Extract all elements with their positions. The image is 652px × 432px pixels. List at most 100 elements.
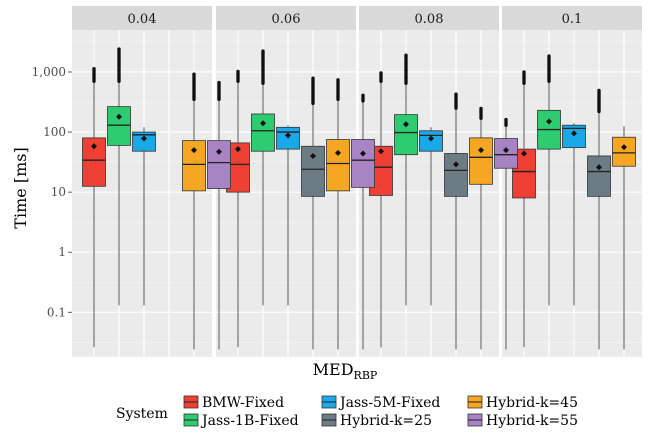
mean-marker xyxy=(521,150,527,157)
x-axis-title-subscript: RBP xyxy=(354,369,378,382)
panel-background xyxy=(216,30,356,357)
box-body xyxy=(394,114,418,156)
mean-marker xyxy=(360,150,366,157)
box-Jass-1B-Fixed-0.04 xyxy=(107,47,131,306)
box-Hybrid-k=45-0.08 xyxy=(469,106,493,350)
box-Hybrid-k=25-0.08 xyxy=(444,92,468,350)
facet-strip-label: 0.08 xyxy=(415,12,444,27)
facet-strip xyxy=(72,6,212,30)
facet-strip xyxy=(359,6,499,30)
box-Hybrid-k=55-0.08 xyxy=(494,117,518,350)
box-body xyxy=(182,140,206,192)
mean-marker xyxy=(428,135,434,142)
outlier-point xyxy=(522,70,526,74)
box-body xyxy=(251,113,275,152)
legend-label: Hybrid-k=25 xyxy=(340,413,432,429)
mean-marker xyxy=(191,147,197,154)
box-Jass-5M-Fixed-0.04 xyxy=(132,127,156,306)
outlier-point xyxy=(547,54,551,58)
mean-marker xyxy=(285,132,291,139)
outlier-point xyxy=(454,92,458,96)
box-Hybrid-k=45-0.1 xyxy=(612,126,636,350)
box-body xyxy=(82,137,106,187)
box-body xyxy=(612,136,636,167)
outlier-point xyxy=(479,106,483,111)
mean-marker xyxy=(116,113,122,120)
mean-marker xyxy=(621,144,627,151)
box-body xyxy=(207,140,231,189)
legend-entry: Hybrid-k=45 xyxy=(467,395,578,411)
box-body xyxy=(562,124,586,149)
mean-marker xyxy=(310,152,316,159)
box-body xyxy=(444,153,468,197)
mean-marker xyxy=(235,146,241,153)
facet-panel-0.08: 0.08 xyxy=(359,6,507,357)
legend-label: Hybrid-k=45 xyxy=(486,395,578,411)
box-Hybrid-k=45-0.04 xyxy=(182,72,206,350)
box-body xyxy=(107,106,131,146)
outlier-point xyxy=(379,71,383,75)
box-body xyxy=(494,138,518,169)
legend-label: BMW-Fixed xyxy=(202,395,284,411)
legend-entry: Jass-5M-Fixed xyxy=(321,395,440,411)
facet-strip xyxy=(502,6,642,30)
x-axis-title-main: MED xyxy=(313,360,354,379)
mean-marker xyxy=(546,118,552,125)
legend-entry: BMW-Fixed xyxy=(183,395,284,411)
outlier-point xyxy=(261,49,265,53)
mean-marker xyxy=(141,135,147,142)
outlier-point xyxy=(236,69,240,74)
mean-marker xyxy=(260,120,266,127)
box-Jass-1B-Fixed-0.08 xyxy=(394,53,418,306)
box-body xyxy=(587,155,611,197)
box-body xyxy=(132,131,156,152)
legend-entry: Jass-1B-Fixed xyxy=(183,413,299,429)
panel-background xyxy=(72,30,212,357)
box-Hybrid-k=25-0.1 xyxy=(587,88,611,350)
outlier-point xyxy=(336,78,340,82)
mean-marker xyxy=(503,147,509,154)
box-Jass-5M-Fixed-0.1 xyxy=(562,123,586,306)
facet-panels: 0.04 0.06 0.08 0.1 xyxy=(72,6,650,357)
box-body xyxy=(326,139,350,192)
box-Jass-1B-Fixed-0.1 xyxy=(537,54,561,306)
facet-strip xyxy=(216,6,356,30)
mean-marker xyxy=(216,148,222,155)
box-Hybrid-k=45-0.06 xyxy=(326,78,350,350)
mean-marker xyxy=(378,148,384,155)
y-tick-label: 100 xyxy=(43,125,66,139)
x-axis-title: MEDRBP xyxy=(313,360,378,382)
legend-label: Jass-5M-Fixed xyxy=(338,395,440,411)
y-tick-label: 10 xyxy=(51,185,66,199)
box-body xyxy=(351,139,375,188)
box-BMW-Fixed-0.04 xyxy=(82,66,106,348)
mean-marker xyxy=(91,143,97,150)
facet-strip-label: 0.1 xyxy=(562,12,583,27)
y-tick-label: 1,000 xyxy=(32,65,66,79)
y-axis: 0.1 1 10 100 1,000 xyxy=(32,65,72,319)
box-Jass-5M-Fixed-0.06 xyxy=(276,125,300,306)
box-BMW-Fixed-0.1 xyxy=(512,70,536,348)
outlier-point xyxy=(597,88,601,93)
legend-title: System xyxy=(116,406,168,422)
mean-marker xyxy=(403,121,409,128)
legend-entry: Hybrid-k=25 xyxy=(321,413,432,429)
outlier-point xyxy=(504,117,508,122)
box-body xyxy=(301,145,325,197)
facet-strip-label: 0.04 xyxy=(128,12,157,27)
box-body xyxy=(512,148,536,199)
mean-marker xyxy=(596,164,602,171)
y-tick-label: 1 xyxy=(58,245,66,259)
legend: System BMW-Fixed Jass-1B-Fixed Jass-5M-Fix… xyxy=(116,395,578,429)
box-Hybrid-k=55-0.06 xyxy=(351,93,375,350)
outlier-point xyxy=(92,66,96,71)
mean-marker xyxy=(453,161,459,168)
outlier-point xyxy=(361,93,365,98)
y-tick-label: 0.1 xyxy=(47,305,66,319)
facet-strip-label: 0.06 xyxy=(272,12,301,27)
legend-label: Hybrid-k=55 xyxy=(486,413,578,429)
legend-entry: Hybrid-k=55 xyxy=(467,413,578,429)
box-BMW-Fixed-0.08 xyxy=(369,71,393,348)
box-BMW-Fixed-0.06 xyxy=(226,69,250,348)
